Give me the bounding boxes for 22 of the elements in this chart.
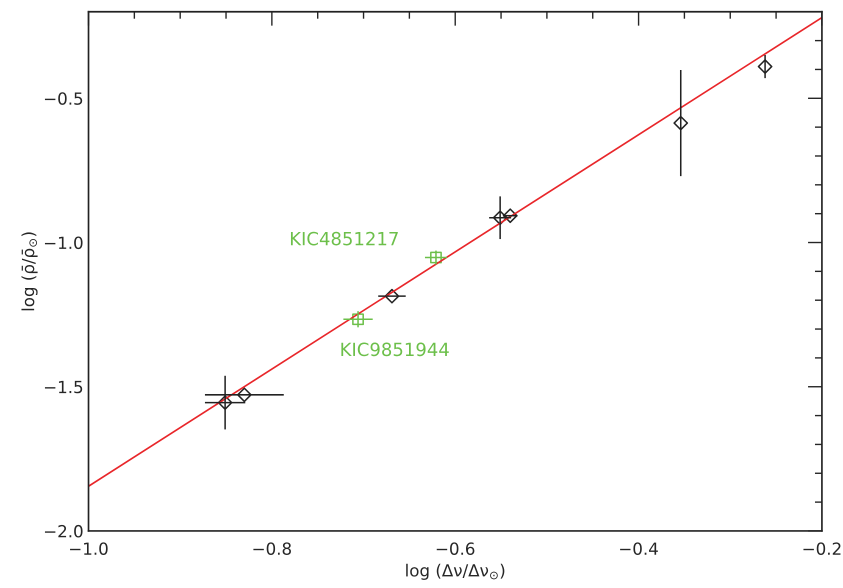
point bbox=[492, 210, 508, 226]
x-tick-label: −0.2 bbox=[803, 542, 840, 555]
y-tick-label: −1.0 bbox=[44, 236, 83, 250]
point bbox=[352, 313, 364, 326]
point bbox=[758, 59, 772, 74]
point bbox=[384, 288, 400, 304]
y-tick-label: −1.5 bbox=[44, 380, 82, 394]
y-tick-label: −2.0 bbox=[44, 524, 83, 538]
x-axis-title: log (Δν/Δν$_{⊙}$) bbox=[406, 564, 504, 580]
x-tick-label: −0.8 bbox=[253, 542, 291, 555]
x-tick-label: −1.0 bbox=[70, 542, 108, 555]
x-tick-label: −0.6 bbox=[436, 542, 474, 555]
point bbox=[218, 395, 232, 410]
annotation: KIC9851944 bbox=[341, 342, 449, 356]
point bbox=[502, 208, 518, 224]
point bbox=[430, 252, 442, 264]
y-axis-title: log (ρ̄/ρ̄$_{⊙}$) bbox=[21, 232, 38, 310]
x-tick-label: −0.4 bbox=[620, 542, 658, 555]
point bbox=[237, 387, 252, 402]
y-tick-label: −0.5 bbox=[44, 92, 82, 105]
point bbox=[673, 116, 688, 130]
annotation: KIC4851217 bbox=[290, 232, 398, 246]
